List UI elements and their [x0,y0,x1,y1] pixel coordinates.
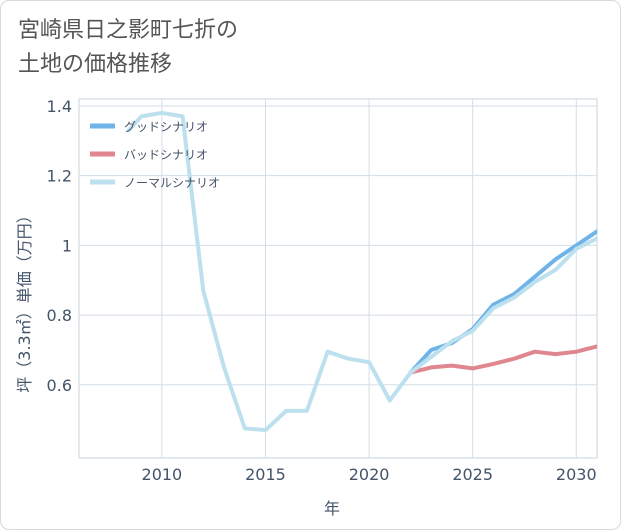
legend-label: バッドシナリオ [124,148,208,162]
y-tick-label: 0.6 [47,376,72,395]
legend-label: ノーマルシナリオ [124,176,220,190]
x-tick-label: 2025 [452,465,493,484]
x-tick-label: 2020 [349,465,390,484]
normal-scenario-line [126,110,597,433]
y-tick-label: 0.8 [47,306,72,325]
y-tick-label: 1 [62,236,72,255]
series-layer [126,110,597,433]
legend-label: グッドシナリオ [124,120,208,134]
y-tick-label: 1.4 [47,97,72,116]
legend-item-good[interactable]: グッドシナリオ [90,120,208,134]
chart-title-line1: 宮崎県日之影町七折の [18,18,239,43]
x-axis-label: 年 [324,499,340,518]
plot-area [78,98,598,459]
bad-scenario-line [408,344,597,375]
good-scenario-line [408,229,597,375]
y-axis-label: 坪（3.3㎡）単価（万円） [15,207,34,392]
legend-item-bad[interactable]: バッドシナリオ [90,148,208,162]
x-tick-label: 2010 [142,465,183,484]
chart-title-line2: 土地の価格推移 [18,52,173,77]
grid-lines [79,99,597,458]
chart-title: 宮崎県日之影町七折の 土地の価格推移 [18,14,238,82]
tick-labels: 2010 2015 2020 2025 2030 0.6 0.8 1 1.2 1.4 [47,97,597,484]
legend-item-normal[interactable]: ノーマルシナリオ [90,176,220,190]
x-tick-label: 2030 [556,465,597,484]
x-tick-label: 2015 [245,465,286,484]
y-tick-label: 1.2 [47,167,72,186]
